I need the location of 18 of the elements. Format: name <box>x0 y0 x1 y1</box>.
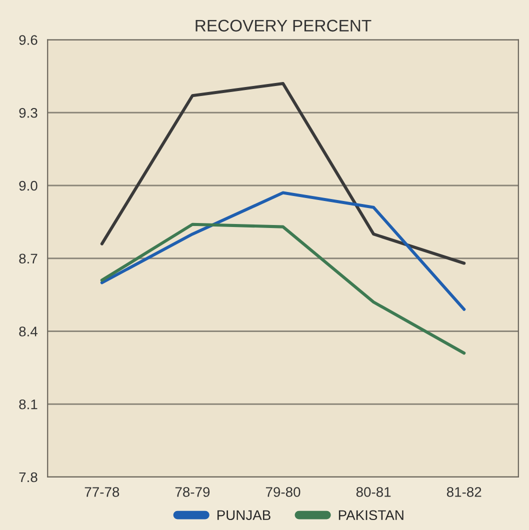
y-tick-label: 8.7 <box>19 254 38 264</box>
y-tick-label: 9.3 <box>19 108 38 118</box>
chart-title: RECOVERY PERCENT <box>196 20 372 32</box>
y-tick-label: 8.4 <box>19 326 38 336</box>
x-tick-label: 78-79 <box>175 487 210 497</box>
x-tick-label: 80-81 <box>356 487 391 497</box>
x-tick-label: 81-82 <box>446 487 482 497</box>
line-series <box>100 222 466 355</box>
x-tick-label: 79-80 <box>266 487 300 497</box>
line-series <box>100 191 466 311</box>
y-tick-label: 7.8 <box>19 472 38 482</box>
legend-label: PUNJAB <box>217 510 270 520</box>
y-tick-label: 9.0 <box>19 180 38 191</box>
y-tick-label: 8.1 <box>19 399 38 410</box>
legend-label: PAKISTAN <box>338 510 404 520</box>
x-tick-label: 77-78 <box>84 487 120 497</box>
y-tick-label: 9.6 <box>19 35 38 45</box>
line-series <box>100 82 466 265</box>
